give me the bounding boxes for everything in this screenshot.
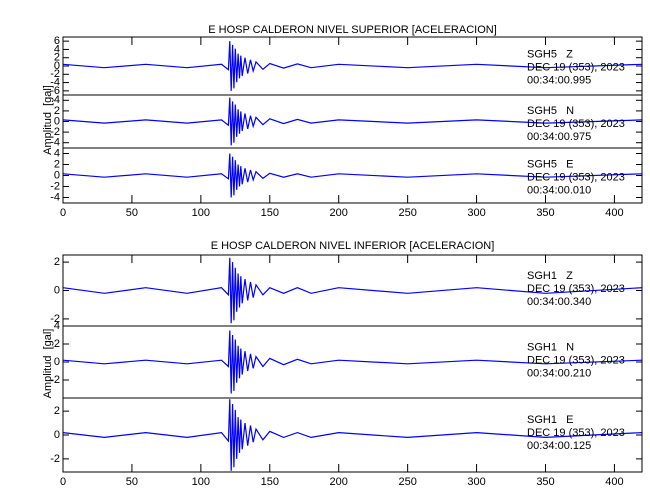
x-tick-label: 50 — [126, 207, 138, 219]
date-label: DEC 19 (353), 2023 — [527, 171, 625, 183]
x-tick-label: 200 — [330, 476, 348, 488]
x-tick-label: 350 — [536, 207, 554, 219]
date-label: DEC 19 (353), 2023 — [527, 355, 625, 367]
y-tick-label: 2 — [54, 405, 60, 417]
time-label: 00:34:00.210 — [527, 368, 591, 380]
y-tick-label: 0 — [54, 115, 60, 127]
time-label: 00:34:00.010 — [527, 184, 591, 196]
x-tick-label: 300 — [467, 476, 485, 488]
y-tick-label: -4 — [50, 191, 60, 203]
y-tick-label: 2 — [54, 256, 60, 268]
time-label: 00:34:00.340 — [527, 296, 591, 308]
x-tick-label: 100 — [192, 207, 210, 219]
station-label: SGH1 N — [527, 342, 574, 354]
x-tick-label: 0 — [60, 476, 66, 488]
y-tick-label: 2 — [54, 158, 60, 170]
plot-frame — [62, 36, 643, 204]
y-axis-label: Amplitud [gal] — [42, 329, 54, 399]
y-axis-label: Amplitud [gal] — [42, 85, 54, 155]
waveform — [62, 97, 643, 146]
chart-title: E HOSP CALDERON NIVEL INFERIOR [ACELERAC… — [211, 240, 495, 252]
x-tick-label: 350 — [536, 476, 554, 488]
x-tick-label: 200 — [330, 207, 348, 219]
y-tick-label: 0 — [54, 284, 60, 296]
chart-title: E HOSP CALDERON NIVEL SUPERIOR [ACELERAC… — [208, 24, 497, 36]
time-label: 00:34:00.125 — [527, 440, 591, 452]
x-tick-label: 300 — [467, 207, 485, 219]
y-tick-label: -2 — [50, 180, 60, 192]
waveform — [62, 399, 643, 471]
station-label: SGH5 Z — [527, 48, 573, 60]
y-tick-label: 4 — [54, 147, 60, 159]
y-tick-label: 0 — [54, 356, 60, 368]
waveform — [62, 330, 643, 394]
x-tick-label: 250 — [398, 476, 416, 488]
y-tick-label: -4 — [50, 137, 60, 149]
x-tick-label: 150 — [261, 476, 279, 488]
y-tick-label: 2 — [54, 105, 60, 117]
y-tick-label: 4 — [54, 43, 60, 55]
x-tick-label: 400 — [605, 476, 623, 488]
date-label: DEC 19 (353), 2023 — [527, 118, 625, 130]
waveform — [62, 41, 643, 91]
date-label: DEC 19 (353), 2023 — [527, 283, 625, 295]
x-tick-label: 250 — [398, 207, 416, 219]
x-tick-label: 50 — [126, 476, 138, 488]
y-tick-label: -4 — [50, 76, 60, 88]
x-tick-label: 100 — [192, 476, 210, 488]
date-label: DEC 19 (353), 2023 — [527, 61, 625, 73]
time-label: 00:34:00.995 — [527, 74, 591, 86]
y-tick-label: -2 — [50, 374, 60, 386]
y-tick-label: -2 — [50, 453, 60, 465]
y-tick-label: 2 — [54, 52, 60, 64]
y-tick-label: -6 — [50, 85, 60, 97]
y-tick-label: -2 — [50, 126, 60, 138]
x-tick-label: 0 — [60, 207, 66, 219]
y-tick-label: 0 — [54, 429, 60, 441]
y-tick-label: -2 — [50, 313, 60, 325]
waveform — [62, 153, 643, 198]
x-tick-label: 150 — [261, 207, 279, 219]
date-label: DEC 19 (353), 2023 — [527, 427, 625, 439]
y-tick-label: 0 — [54, 169, 60, 181]
station-label: SGH1 Z — [527, 270, 573, 282]
station-label: SGH5 E — [527, 158, 573, 170]
x-tick-label: 400 — [605, 207, 623, 219]
y-tick-label: -2 — [50, 68, 60, 80]
time-label: 00:34:00.975 — [527, 131, 591, 143]
station-label: SGH5 N — [527, 105, 574, 117]
y-tick-label: 6 — [54, 35, 60, 47]
y-tick-label: 4 — [54, 94, 60, 106]
station-label: SGH1 E — [527, 414, 573, 426]
plot-frame — [62, 254, 643, 473]
y-tick-label: 4 — [54, 320, 60, 332]
y-tick-label: 2 — [54, 338, 60, 350]
y-tick-label: 0 — [54, 60, 60, 72]
waveform — [62, 257, 643, 324]
